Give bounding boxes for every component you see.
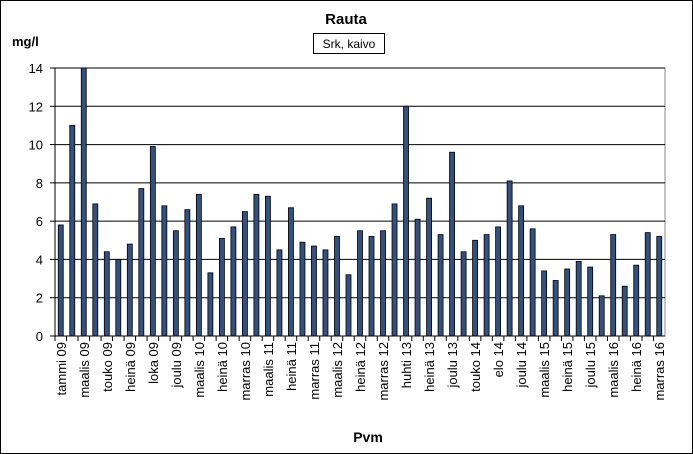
bar xyxy=(403,105,409,337)
x-tick-label: heinä 09 xyxy=(123,342,138,392)
y-tick-label: 2 xyxy=(36,291,43,306)
bar xyxy=(149,146,156,337)
x-tick-label: joulu 13 xyxy=(445,342,460,389)
x-tick-label: heinä 12 xyxy=(353,342,368,392)
bar xyxy=(564,268,571,337)
bar xyxy=(311,245,317,337)
y-tick-label: 8 xyxy=(36,176,43,191)
bar xyxy=(265,195,271,337)
bar xyxy=(172,230,179,337)
x-tick-label: joulu 14 xyxy=(514,342,529,389)
bar xyxy=(380,230,386,337)
bar xyxy=(161,205,168,337)
bar xyxy=(426,197,432,337)
bar xyxy=(621,285,628,337)
x-tick-label: joulu 15 xyxy=(583,342,598,389)
bar xyxy=(449,151,455,337)
x-tick-label: heinä 10 xyxy=(215,342,230,392)
bar xyxy=(414,218,421,337)
bar xyxy=(138,188,145,337)
y-tick-label: 10 xyxy=(29,138,43,153)
bar xyxy=(288,207,294,337)
x-tick-label: marras 12 xyxy=(376,342,391,401)
y-tick-label: 14 xyxy=(29,61,43,76)
bar xyxy=(207,272,214,337)
bar xyxy=(460,251,467,337)
bar xyxy=(253,193,260,337)
x-tick-label: heinä 15 xyxy=(560,342,575,392)
x-tick-label: tammi 09 xyxy=(54,342,69,395)
x-tick-label: touko 14 xyxy=(468,342,483,392)
x-tick-label: marras 16 xyxy=(652,342,667,401)
x-tick-label: marras 11 xyxy=(307,342,322,400)
bar xyxy=(598,295,605,337)
bar xyxy=(345,274,352,337)
bar xyxy=(334,236,340,337)
bar xyxy=(610,234,617,337)
chart-subtitle: Srk, kaivo xyxy=(323,37,376,51)
subtitle-box xyxy=(313,33,385,54)
x-tick-label: joulu 09 xyxy=(169,342,184,389)
bar xyxy=(69,125,76,337)
bar xyxy=(437,234,444,337)
y-tick-label: 6 xyxy=(36,214,43,229)
bar xyxy=(633,264,640,337)
bar xyxy=(103,251,110,337)
bar xyxy=(575,260,582,337)
y-tick-label: 0 xyxy=(36,329,43,344)
bar xyxy=(483,234,490,337)
chart-title: Rauta xyxy=(325,11,367,28)
bar xyxy=(126,243,133,337)
x-tick-label: huhti 13 xyxy=(399,342,414,388)
bar xyxy=(357,230,363,337)
bar xyxy=(368,236,375,337)
x-tick-label: loka 09 xyxy=(146,342,161,384)
bar xyxy=(506,180,513,337)
bar xyxy=(242,211,248,337)
bar xyxy=(299,241,306,337)
y-tick-label: 4 xyxy=(36,252,43,267)
x-tick-label: heinä 11 xyxy=(284,342,299,391)
bar xyxy=(57,224,64,337)
bar xyxy=(587,266,594,337)
x-tick-label: maalis 16 xyxy=(606,342,621,398)
bar xyxy=(195,193,202,337)
bar xyxy=(644,232,651,337)
y-axis-label: mg/l xyxy=(12,34,39,49)
x-tick-label: maalis 09 xyxy=(77,342,92,398)
bar xyxy=(552,280,559,337)
y-tick-label: 12 xyxy=(29,99,43,114)
bar xyxy=(80,67,87,337)
bar xyxy=(115,259,122,337)
bar xyxy=(518,205,525,337)
x-tick-label: marras 10 xyxy=(238,342,253,401)
bar xyxy=(322,249,329,337)
bar xyxy=(92,203,99,337)
x-tick-label: maalis 12 xyxy=(330,342,345,398)
bar xyxy=(656,236,663,337)
bar xyxy=(184,209,191,337)
x-axis-label: Pvm xyxy=(353,429,383,445)
bar xyxy=(276,249,283,337)
x-tick-label: heinä 16 xyxy=(629,342,644,392)
bar xyxy=(218,237,225,337)
x-tick-label: touko 09 xyxy=(100,342,115,392)
bar xyxy=(495,226,502,337)
x-tick-label: maalis 11 xyxy=(261,342,276,397)
x-tick-label: heinä 13 xyxy=(422,342,437,392)
x-tick-label: maalis 15 xyxy=(537,342,552,398)
bar xyxy=(529,228,536,337)
x-tick-label: maalis 10 xyxy=(192,342,207,398)
x-tick-label: elo 14 xyxy=(491,342,506,377)
bar xyxy=(472,239,478,337)
bar xyxy=(391,203,398,337)
bar xyxy=(230,226,237,337)
bar xyxy=(541,270,548,337)
